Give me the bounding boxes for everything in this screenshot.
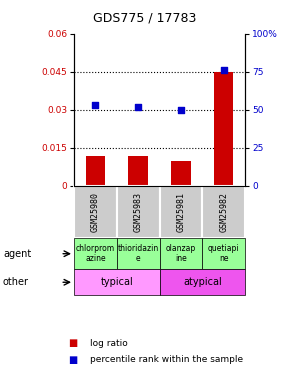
Text: GDS775 / 17783: GDS775 / 17783: [93, 11, 197, 24]
Bar: [202, 238, 245, 269]
Bar: [128, 156, 148, 186]
Text: typical: typical: [100, 277, 133, 287]
Text: quetiapi
ne: quetiapi ne: [208, 244, 240, 263]
Bar: [160, 186, 202, 238]
Bar: [214, 72, 233, 186]
Text: chlorprom
azine: chlorprom azine: [76, 244, 115, 263]
Text: GSM25983: GSM25983: [134, 192, 143, 232]
Text: olanzap
ine: olanzap ine: [166, 244, 196, 263]
Bar: [202, 186, 245, 238]
Text: log ratio: log ratio: [90, 339, 128, 348]
Text: GSM25981: GSM25981: [176, 192, 185, 232]
Text: GSM25982: GSM25982: [219, 192, 228, 232]
Point: [93, 102, 98, 108]
Bar: [74, 186, 117, 238]
Bar: [160, 269, 245, 296]
Bar: [74, 269, 160, 296]
Text: agent: agent: [3, 249, 31, 259]
Point: [221, 67, 226, 73]
Text: other: other: [3, 277, 29, 287]
Bar: [171, 160, 191, 186]
Text: ■: ■: [68, 338, 77, 348]
Bar: [117, 186, 160, 238]
Text: atypical: atypical: [183, 277, 222, 287]
Text: GSM25980: GSM25980: [91, 192, 100, 232]
Bar: [117, 238, 160, 269]
Point: [179, 107, 183, 113]
Text: thioridazin
e: thioridazin e: [117, 244, 159, 263]
Point: [136, 104, 140, 110]
Text: ■: ■: [68, 355, 77, 365]
Bar: [160, 238, 202, 269]
Bar: [86, 156, 105, 186]
Bar: [74, 238, 117, 269]
Text: percentile rank within the sample: percentile rank within the sample: [90, 356, 243, 364]
